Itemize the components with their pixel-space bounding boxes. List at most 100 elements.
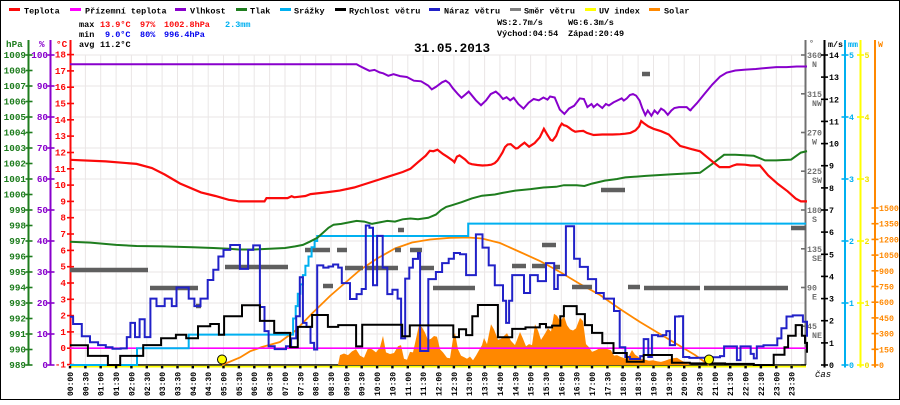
svg-text:14: 14	[55, 115, 67, 126]
svg-text:6: 6	[829, 229, 834, 238]
svg-text:17: 17	[55, 66, 66, 77]
svg-text:12:00: 12:00	[436, 372, 445, 396]
svg-text:12:30: 12:30	[451, 372, 460, 396]
svg-text:11: 11	[829, 118, 839, 127]
svg-text:994: 994	[9, 283, 26, 294]
svg-text:02:30: 02:30	[144, 372, 153, 396]
svg-text:14:30: 14:30	[512, 372, 521, 396]
svg-text:15:30: 15:30	[543, 372, 552, 396]
svg-text:11:00: 11:00	[405, 372, 414, 396]
svg-text:Solar: Solar	[664, 7, 690, 17]
svg-text:Náraz větru: Náraz větru	[444, 7, 500, 17]
svg-text:0: 0	[42, 360, 48, 371]
svg-text:5: 5	[865, 52, 870, 61]
svg-text:-1: -1	[55, 360, 67, 371]
svg-text:1: 1	[829, 340, 834, 349]
svg-text:4: 4	[60, 278, 66, 289]
svg-text:07:30: 07:30	[297, 372, 306, 396]
svg-text:270: 270	[807, 130, 822, 139]
svg-text:04:30: 04:30	[205, 372, 214, 396]
svg-text:19:00: 19:00	[651, 372, 660, 396]
svg-text:2.3mm: 2.3mm	[225, 20, 251, 30]
svg-text:min: min	[79, 30, 94, 40]
svg-text:WS:2.7m/s: WS:2.7m/s	[497, 18, 543, 28]
svg-text:21:00: 21:00	[712, 372, 721, 396]
svg-text:8: 8	[829, 185, 834, 194]
svg-text:1000: 1000	[4, 190, 27, 201]
svg-text:E: E	[812, 294, 817, 303]
svg-text:20:00: 20:00	[681, 372, 690, 396]
svg-text:hPa: hPa	[6, 39, 23, 50]
svg-text:1001: 1001	[4, 174, 27, 185]
svg-text:360: 360	[807, 52, 822, 61]
svg-text:3: 3	[849, 176, 854, 185]
svg-text:23:00: 23:00	[773, 372, 782, 396]
svg-text:06:00: 06:00	[251, 372, 260, 396]
svg-text:°C: °C	[56, 39, 68, 50]
svg-text:11: 11	[55, 164, 67, 175]
svg-text:11.2°C: 11.2°C	[100, 40, 131, 50]
svg-text:04:00: 04:00	[190, 372, 199, 396]
svg-text:998: 998	[9, 221, 26, 232]
svg-text:10: 10	[37, 329, 49, 340]
svg-text:1500: 1500	[879, 205, 899, 214]
svg-text:10: 10	[829, 141, 839, 150]
svg-text:225: 225	[807, 168, 822, 177]
svg-text:993: 993	[9, 298, 26, 309]
svg-text:2: 2	[849, 238, 854, 247]
svg-text:60: 60	[37, 174, 49, 185]
svg-text:05:00: 05:00	[221, 372, 230, 396]
svg-text:13:30: 13:30	[482, 372, 491, 396]
svg-text:13:00: 13:00	[466, 372, 475, 396]
svg-text:21:30: 21:30	[727, 372, 736, 396]
svg-text:180: 180	[807, 207, 822, 216]
svg-text:0: 0	[879, 362, 884, 371]
svg-text:11:30: 11:30	[420, 372, 429, 396]
svg-text:997: 997	[9, 236, 26, 247]
svg-text:13.9°C: 13.9°C	[100, 20, 131, 30]
svg-text:80%: 80%	[140, 30, 156, 40]
svg-text:16:30: 16:30	[574, 372, 583, 396]
svg-text:Východ:04:54: Východ:04:54	[497, 29, 558, 39]
svg-text:NW: NW	[812, 100, 822, 109]
svg-text:1004: 1004	[4, 128, 27, 139]
svg-text:17:30: 17:30	[604, 372, 613, 396]
svg-text:23:30: 23:30	[789, 372, 798, 396]
svg-text:14: 14	[829, 52, 839, 61]
svg-text:90: 90	[37, 81, 49, 92]
svg-text:300: 300	[879, 331, 894, 340]
svg-text:1: 1	[60, 327, 66, 338]
svg-text:max: max	[79, 20, 94, 30]
svg-text:avg: avg	[79, 40, 94, 50]
svg-text:991: 991	[9, 329, 26, 340]
svg-text:7: 7	[829, 207, 834, 216]
svg-text:900: 900	[879, 268, 894, 277]
svg-text:09:30: 09:30	[359, 372, 368, 396]
svg-text:6: 6	[60, 245, 66, 256]
svg-text:13: 13	[55, 131, 67, 142]
svg-text:999: 999	[9, 205, 26, 216]
svg-text:18:00: 18:00	[620, 372, 629, 396]
svg-text:989: 989	[9, 360, 26, 371]
svg-text:45: 45	[807, 323, 817, 332]
svg-text:W: W	[878, 41, 883, 50]
svg-text:NE: NE	[812, 332, 822, 341]
svg-text:Srážky: Srážky	[294, 7, 325, 17]
svg-text:31.05.2013: 31.05.2013	[414, 41, 490, 56]
svg-text:S: S	[812, 216, 817, 225]
svg-text:9: 9	[60, 196, 66, 207]
svg-text:Rychlost větru: Rychlost větru	[349, 7, 420, 17]
svg-text:80: 80	[37, 112, 49, 123]
svg-text:750: 750	[879, 284, 894, 293]
svg-text:09:00: 09:00	[343, 372, 352, 396]
svg-text:N: N	[812, 61, 817, 70]
svg-text:315: 315	[807, 91, 822, 100]
svg-text:30: 30	[37, 267, 49, 278]
svg-text:16: 16	[55, 82, 67, 93]
svg-text:14:00: 14:00	[497, 372, 506, 396]
svg-text:°: °	[809, 40, 814, 49]
svg-text:992: 992	[9, 314, 26, 325]
svg-text:1: 1	[849, 300, 854, 309]
svg-text:4: 4	[849, 114, 854, 123]
svg-text:18: 18	[55, 50, 67, 61]
